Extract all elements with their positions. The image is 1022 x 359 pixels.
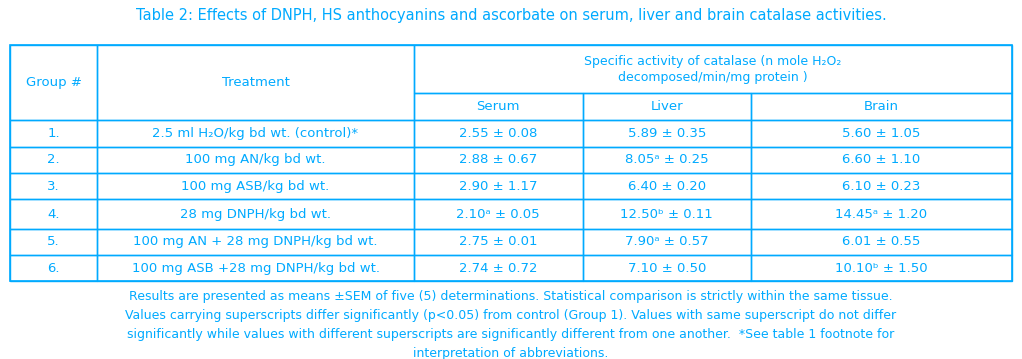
Bar	[414, 45, 1012, 93]
Bar	[97, 173, 414, 199]
Bar	[97, 229, 414, 255]
Bar	[751, 199, 1012, 229]
Text: 2.90 ± 1.17: 2.90 ± 1.17	[459, 180, 538, 193]
Text: 2.10ᵃ ± 0.05: 2.10ᵃ ± 0.05	[457, 208, 540, 221]
Text: 8.05ᵃ ± 0.25: 8.05ᵃ ± 0.25	[625, 153, 708, 167]
Bar	[583, 173, 751, 199]
Text: Brain: Brain	[864, 100, 899, 113]
Bar	[10, 199, 97, 229]
Bar	[751, 121, 1012, 147]
Text: 2.: 2.	[47, 153, 60, 167]
Bar	[583, 121, 751, 147]
Text: Group #: Group #	[26, 76, 82, 89]
Bar	[751, 173, 1012, 199]
Text: 10.10ᵇ ± 1.50: 10.10ᵇ ± 1.50	[835, 262, 928, 275]
Text: 100 mg AN + 28 mg DNPH/kg bd wt.: 100 mg AN + 28 mg DNPH/kg bd wt.	[133, 236, 378, 248]
Bar	[97, 121, 414, 147]
Text: 2.55 ± 0.08: 2.55 ± 0.08	[459, 127, 538, 140]
Bar	[414, 147, 583, 173]
Bar	[583, 255, 751, 281]
Text: 2.75 ± 0.01: 2.75 ± 0.01	[459, 236, 538, 248]
Bar	[414, 199, 583, 229]
Text: 6.60 ± 1.10: 6.60 ± 1.10	[842, 153, 921, 167]
Text: 28 mg DNPH/kg bd wt.: 28 mg DNPH/kg bd wt.	[180, 208, 331, 221]
Bar	[97, 45, 414, 121]
Bar	[10, 173, 97, 199]
Text: 100 mg ASB +28 mg DNPH/kg bd wt.: 100 mg ASB +28 mg DNPH/kg bd wt.	[132, 262, 379, 275]
Bar	[97, 199, 414, 229]
Bar	[414, 173, 583, 199]
Text: Treatment: Treatment	[222, 76, 289, 89]
Text: 5.: 5.	[47, 236, 60, 248]
Bar	[414, 93, 583, 121]
Bar	[414, 255, 583, 281]
Text: 4.: 4.	[47, 208, 60, 221]
Bar	[10, 255, 97, 281]
Bar	[414, 121, 583, 147]
Text: Specific activity of catalase (n mole H₂O₂: Specific activity of catalase (n mole H₂…	[585, 55, 841, 68]
Bar	[10, 45, 1012, 281]
Bar	[751, 255, 1012, 281]
Text: 2.5 ml H₂O/kg bd wt. (control)*: 2.5 ml H₂O/kg bd wt. (control)*	[152, 127, 359, 140]
Bar	[583, 147, 751, 173]
Text: 12.50ᵇ ± 0.11: 12.50ᵇ ± 0.11	[620, 208, 713, 221]
Text: 6.: 6.	[47, 262, 60, 275]
Text: 100 mg AN/kg bd wt.: 100 mg AN/kg bd wt.	[185, 153, 326, 167]
Text: 14.45ᵃ ± 1.20: 14.45ᵃ ± 1.20	[835, 208, 928, 221]
Text: 5.60 ± 1.05: 5.60 ± 1.05	[842, 127, 921, 140]
Bar	[10, 147, 97, 173]
Bar	[583, 229, 751, 255]
Text: Serum: Serum	[476, 100, 520, 113]
Text: 2.74 ± 0.72: 2.74 ± 0.72	[459, 262, 538, 275]
Text: 6.10 ± 0.23: 6.10 ± 0.23	[842, 180, 921, 193]
Text: 1.: 1.	[47, 127, 60, 140]
Text: Results are presented as means ±SEM of five (5) determinations. Statistical comp: Results are presented as means ±SEM of f…	[129, 290, 893, 303]
Bar	[10, 229, 97, 255]
Bar	[10, 121, 97, 147]
Text: 3.: 3.	[47, 180, 60, 193]
Text: 2.88 ± 0.67: 2.88 ± 0.67	[459, 153, 538, 167]
Bar	[10, 45, 97, 121]
Bar	[97, 147, 414, 173]
Text: decomposed/min/mg protein ): decomposed/min/mg protein )	[618, 71, 807, 84]
Text: interpretation of abbreviations.: interpretation of abbreviations.	[413, 347, 609, 359]
Text: 7.10 ± 0.50: 7.10 ± 0.50	[628, 262, 706, 275]
Text: significantly while values with different superscripts are significantly differe: significantly while values with differen…	[128, 328, 894, 341]
Text: Liver: Liver	[651, 100, 683, 113]
Text: 5.89 ± 0.35: 5.89 ± 0.35	[628, 127, 706, 140]
Text: 7.90ᵃ ± 0.57: 7.90ᵃ ± 0.57	[625, 236, 708, 248]
Bar	[97, 255, 414, 281]
Bar	[751, 147, 1012, 173]
Bar	[583, 199, 751, 229]
Bar	[583, 93, 751, 121]
Text: Values carrying superscripts differ significantly (p<0.05) from control (Group 1: Values carrying superscripts differ sign…	[126, 309, 896, 322]
Text: 6.40 ± 0.20: 6.40 ± 0.20	[628, 180, 706, 193]
Text: 100 mg ASB/kg bd wt.: 100 mg ASB/kg bd wt.	[181, 180, 330, 193]
Text: 6.01 ± 0.55: 6.01 ± 0.55	[842, 236, 921, 248]
Text: Table 2: Effects of DNPH, HS anthocyanins and ascorbate on serum, liver and brai: Table 2: Effects of DNPH, HS anthocyanin…	[136, 8, 886, 23]
Bar	[751, 229, 1012, 255]
Bar	[751, 93, 1012, 121]
Bar	[414, 229, 583, 255]
